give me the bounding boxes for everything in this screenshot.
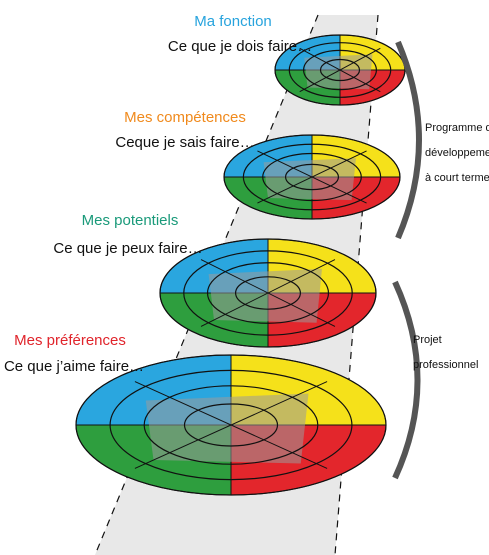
level-subtitle: Ce que je dois faire… <box>168 38 312 55</box>
bracket-label: professionnel <box>413 359 478 371</box>
page: {"levels": [ {"title": "Ma fonction", "s… <box>0 0 489 555</box>
level-subtitle: Ce que je peux faire… <box>53 240 202 257</box>
level-subtitle: Ceque je sais faire… <box>115 134 254 151</box>
level-title: Ma fonction <box>194 13 272 30</box>
level-subtitle: Ce que j’aime faire… <box>4 358 144 375</box>
level-title: Mes préférences <box>14 332 126 349</box>
level-title: Mes compétences <box>124 109 246 126</box>
bracket-label: Projet <box>413 334 442 346</box>
diagram: Ma fonction Ce que je dois faire… Mes co… <box>0 0 489 555</box>
disks <box>76 35 405 495</box>
bracket-label: Programme de <box>425 122 489 134</box>
bracket-label: développement <box>425 147 489 159</box>
bracket <box>395 282 418 478</box>
bracket-label: à court terme <box>425 172 489 184</box>
level-title: Mes potentiels <box>82 212 179 229</box>
